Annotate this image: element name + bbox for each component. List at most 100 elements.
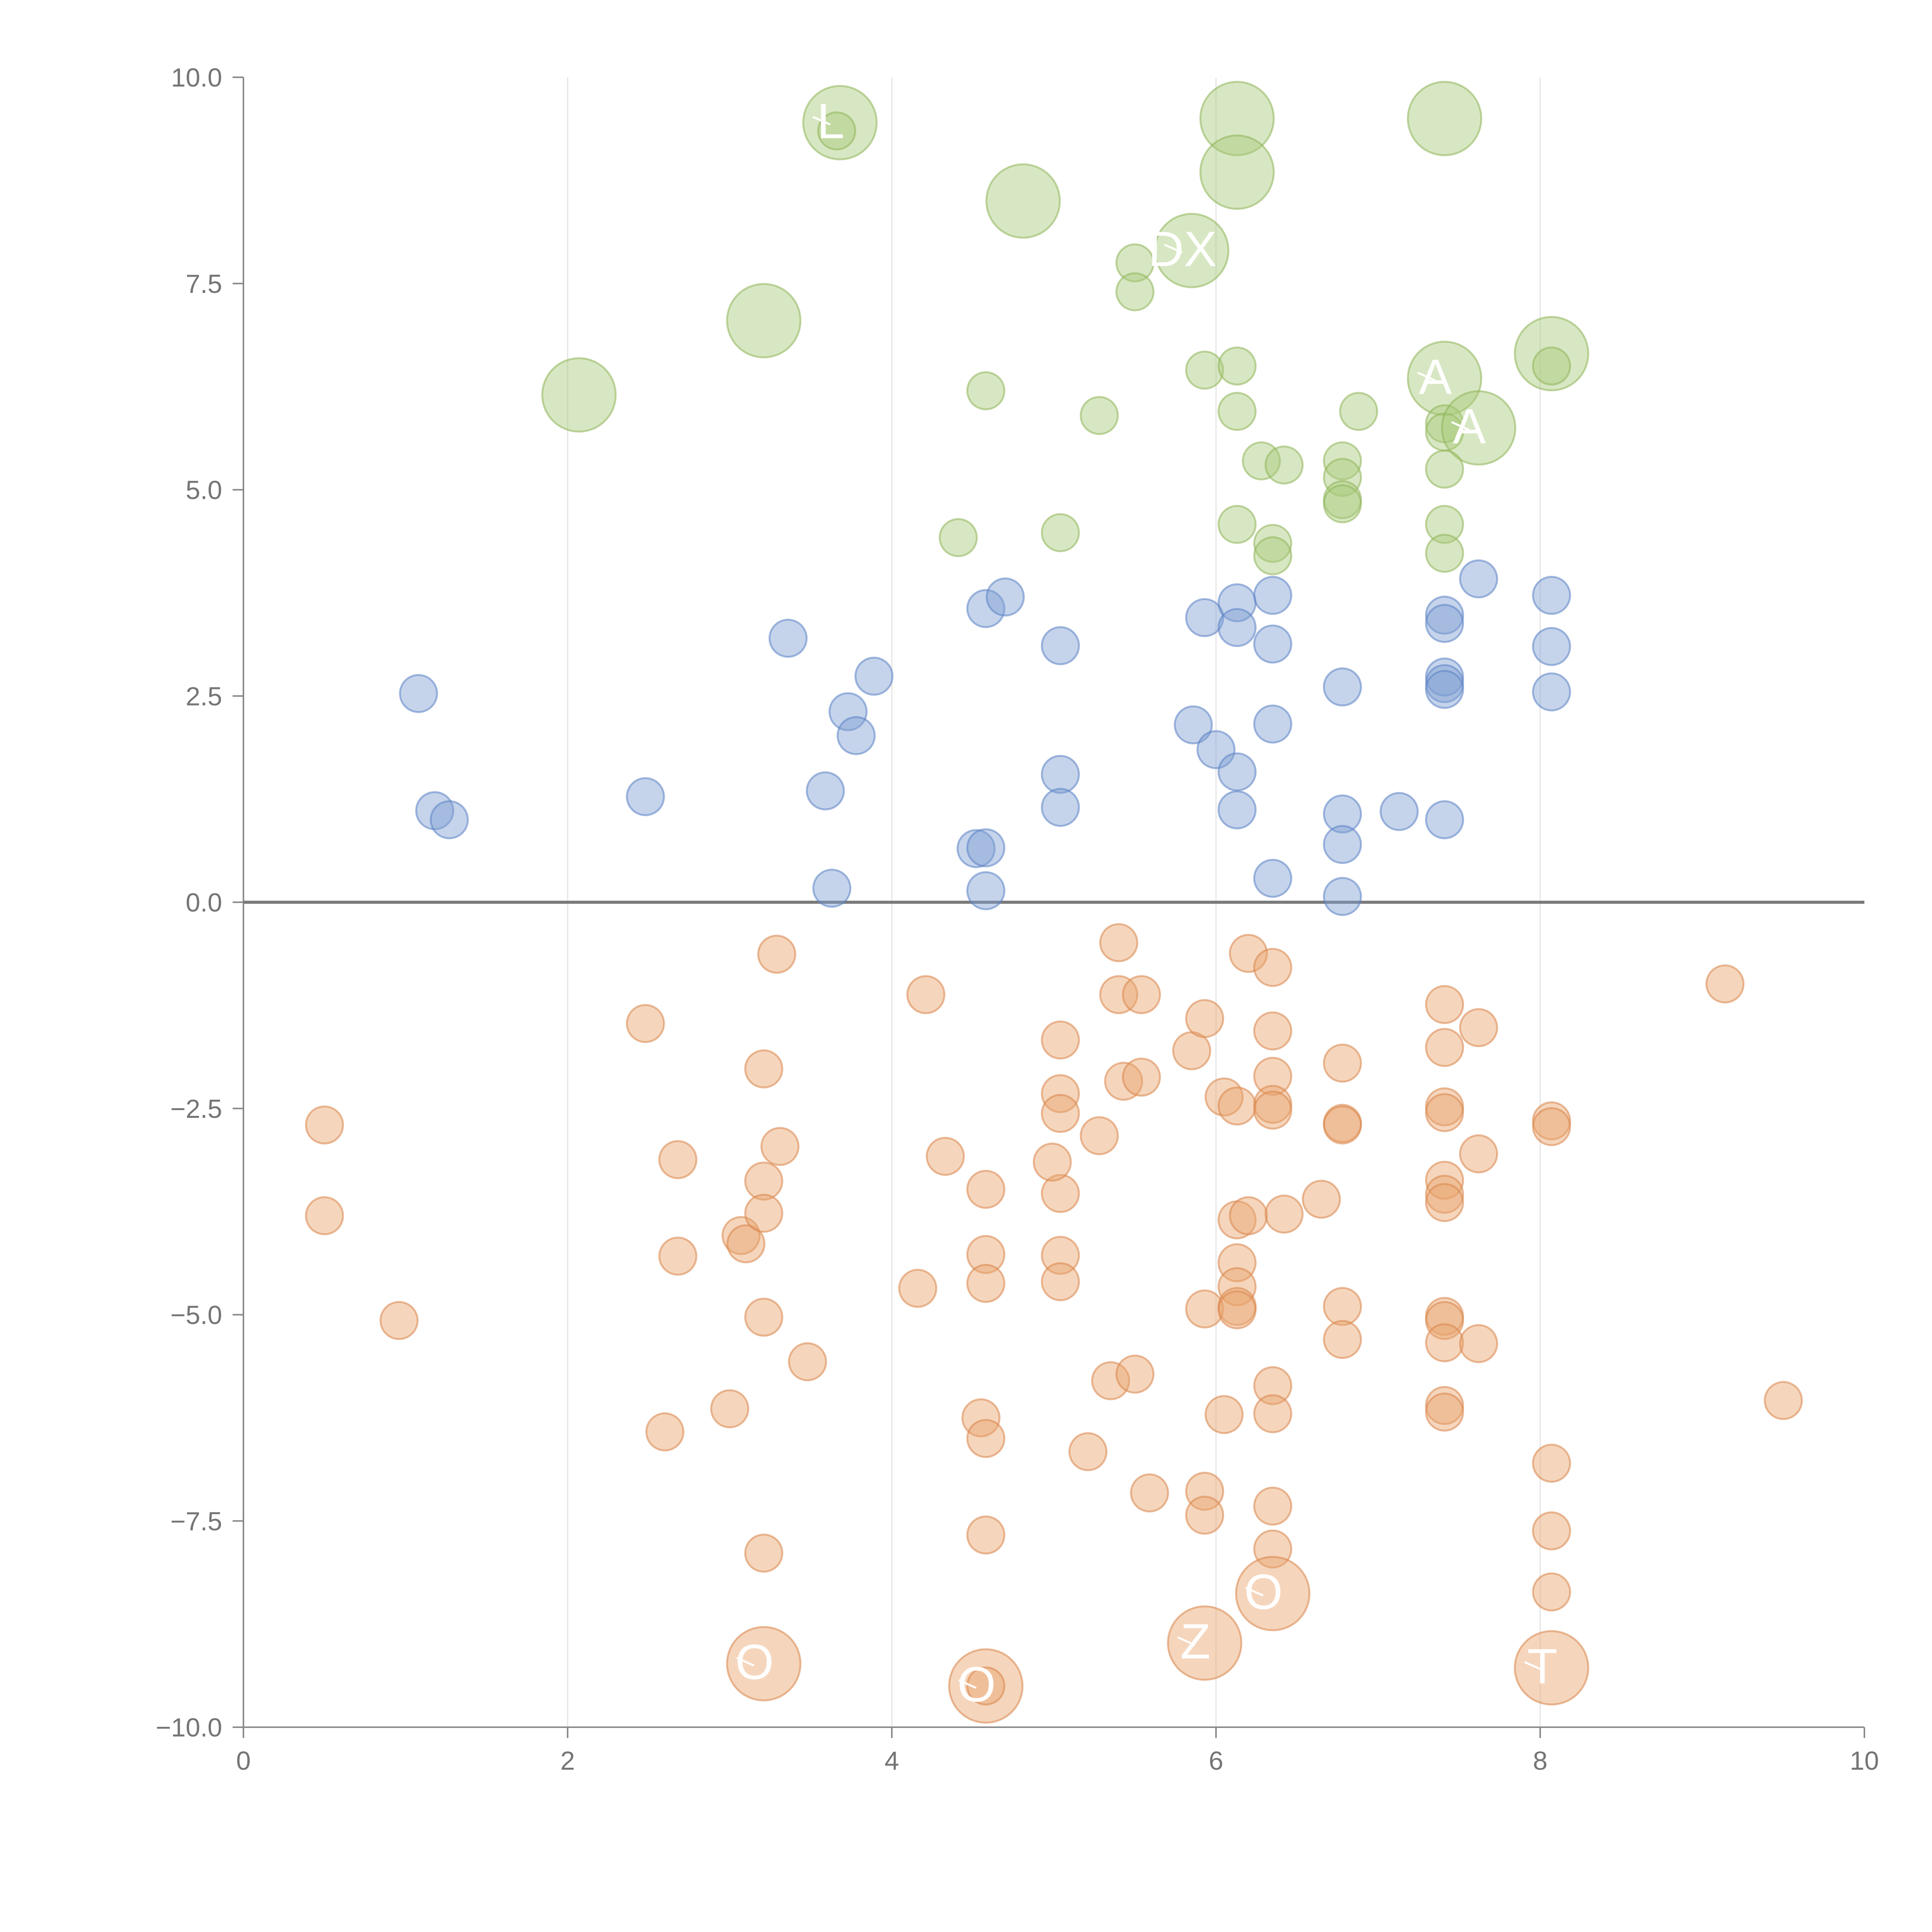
- x-tick-label: 4: [884, 1746, 899, 1776]
- bubble-green: [1323, 441, 1362, 481]
- bubble-orange: [1032, 1143, 1072, 1182]
- bubble-label: L: [817, 94, 844, 149]
- bubble-orange: [1532, 1511, 1571, 1551]
- bubble-label: O: [1244, 1565, 1283, 1620]
- bubble-green: [1253, 524, 1293, 563]
- bubble-blue: [806, 771, 845, 811]
- bubble-orange: [710, 1389, 749, 1429]
- bubble-orange: [1122, 1058, 1161, 1097]
- bubble-blue: [1253, 704, 1293, 744]
- bubble-blue: [1253, 576, 1293, 615]
- bubble-green: [1199, 81, 1275, 156]
- bubble-orange: [1323, 1287, 1362, 1326]
- series-orange: [305, 923, 1803, 1724]
- y-tick-label: 5.0: [185, 476, 222, 505]
- bubble-blue: [1532, 672, 1571, 712]
- bubble-blue: [1323, 877, 1362, 916]
- bubble-green: [966, 371, 1005, 410]
- x-tick-label: 6: [1209, 1746, 1223, 1776]
- bubble-blue: [1041, 626, 1080, 665]
- y-tick-label: −7.5: [170, 1507, 222, 1536]
- bubble-blue: [769, 619, 808, 658]
- bubble-orange: [1091, 1361, 1130, 1400]
- bubble-orange: [1041, 1174, 1080, 1213]
- bubble-green: [1323, 484, 1362, 524]
- label-leader: [812, 116, 831, 126]
- bubble-orange: [1185, 1471, 1225, 1511]
- bubble-orange: [1459, 1134, 1498, 1173]
- label-leader: [1245, 1587, 1264, 1597]
- bubble-blue: [966, 589, 1005, 628]
- bubble-orange: [1764, 1381, 1803, 1420]
- bubble-orange: [1459, 1008, 1498, 1048]
- bubble-green: [1041, 513, 1080, 553]
- bubble-blue: [1218, 790, 1257, 830]
- x-tick-label: 0: [236, 1746, 251, 1776]
- x-tick-label: 2: [560, 1746, 575, 1776]
- y-tick-label: −10.0: [156, 1713, 222, 1742]
- bubble-label: A: [1419, 349, 1452, 405]
- bubble-orange: [744, 1162, 784, 1201]
- bubble-blue: [1532, 627, 1571, 666]
- bubble-orange: [1425, 1175, 1464, 1214]
- bubble-blue: [399, 674, 438, 713]
- bubble-blue: [1425, 670, 1464, 709]
- bubble-orange: [726, 1224, 765, 1264]
- bubble-orange: [757, 935, 796, 974]
- bubble-orange: [1218, 1243, 1257, 1282]
- bubble-green: [817, 111, 856, 151]
- bubble-orange: [1425, 985, 1464, 1024]
- bubble-orange: [1253, 1486, 1293, 1526]
- label-leader: [958, 1679, 977, 1689]
- tick-labels: 0 2 4 6 8 10 10.0 7.5 5.0 2.5 0.0 −2.5 −5.0 −7.5 −10.0: [156, 63, 1879, 1776]
- bubble-orange: [305, 1196, 344, 1235]
- bubble-orange: [788, 1342, 827, 1381]
- bubble-orange: [1080, 1116, 1119, 1155]
- bubble-blue: [1425, 604, 1464, 643]
- bubble-orange: [1302, 1180, 1341, 1219]
- bubble-blue: [986, 577, 1025, 617]
- x-tick-label: 10: [1850, 1746, 1879, 1776]
- bubble-blue: [1218, 608, 1257, 647]
- bubble-orange: [1425, 1301, 1464, 1340]
- bubble-blue: [1459, 559, 1498, 599]
- bubbles: [305, 81, 1803, 1724]
- bubble-blue: [430, 800, 469, 839]
- bubble-blue: [1425, 800, 1464, 839]
- bubble-orange: [379, 1301, 419, 1340]
- bubble-blue: [1323, 825, 1362, 864]
- bubble-orange: [948, 1648, 1024, 1724]
- bubble-orange: [1218, 1267, 1257, 1306]
- axes: [243, 77, 1864, 1728]
- bubble-green: [1154, 213, 1230, 288]
- series-green: [541, 81, 1589, 575]
- bubble-blue: [812, 869, 852, 908]
- bubble-orange: [1130, 1473, 1169, 1513]
- bubble-orange: [1459, 1324, 1498, 1363]
- bubble-orange: [1253, 1090, 1293, 1130]
- bubble-orange: [1253, 1011, 1293, 1051]
- bubble-label: O: [957, 1657, 996, 1712]
- bubble-blue: [1532, 576, 1571, 615]
- bubble-orange: [1204, 1395, 1244, 1434]
- bubble-blue: [1041, 787, 1080, 827]
- bubble-orange: [1425, 1183, 1464, 1222]
- bubble-label: Z: [1180, 1614, 1211, 1669]
- bubble-blue: [837, 716, 876, 755]
- bubble-orange: [1425, 1028, 1464, 1067]
- bubble-blue: [626, 777, 665, 816]
- bubble-blue: [854, 656, 894, 696]
- bubble-orange: [966, 1666, 1005, 1706]
- bubble-orange: [305, 1105, 344, 1145]
- bubble-orange: [1323, 1320, 1362, 1359]
- bubble-label: DX: [1148, 221, 1217, 277]
- bubble-orange: [744, 1194, 784, 1233]
- bubble-orange: [1122, 975, 1161, 1014]
- bubble-orange: [1115, 1354, 1155, 1394]
- bubble-blue: [1218, 752, 1257, 792]
- bubble-orange: [966, 1419, 1005, 1458]
- y-tick-label: −2.5: [170, 1094, 222, 1124]
- bubble-orange: [658, 1236, 697, 1276]
- bubble-blue: [966, 828, 1005, 867]
- bubble-orange: [1229, 934, 1268, 973]
